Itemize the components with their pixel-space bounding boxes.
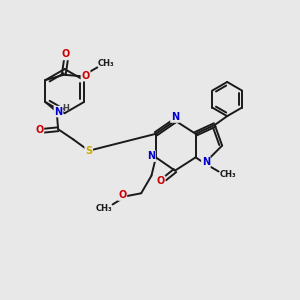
- Text: S: S: [85, 146, 92, 156]
- Text: N: N: [147, 151, 155, 161]
- Text: N: N: [54, 106, 62, 117]
- Text: O: O: [81, 71, 90, 81]
- Text: N: N: [202, 157, 210, 167]
- Text: CH₃: CH₃: [97, 59, 114, 68]
- Text: CH₃: CH₃: [96, 204, 113, 213]
- Text: N: N: [171, 112, 179, 122]
- Text: H: H: [63, 104, 70, 113]
- Text: O: O: [118, 190, 126, 200]
- Text: O: O: [157, 176, 165, 186]
- Text: CH₃: CH₃: [219, 170, 236, 179]
- Text: O: O: [35, 125, 44, 135]
- Text: O: O: [62, 50, 70, 59]
